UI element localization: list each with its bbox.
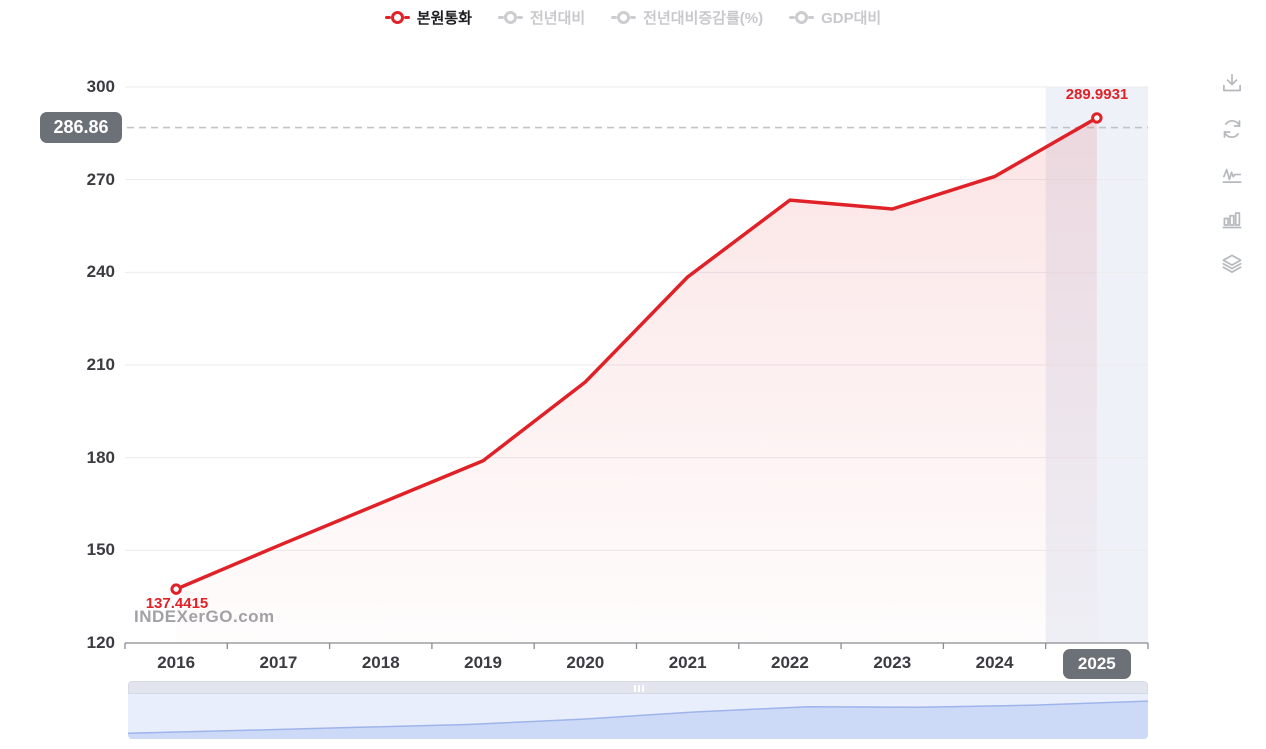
refresh-button[interactable]: [1216, 115, 1248, 143]
y-axis-label: 270: [86, 169, 115, 189]
line-chart-button[interactable]: [1216, 160, 1248, 188]
legend-label: GDP대비: [821, 9, 882, 27]
legend-item-monetary-base[interactable]: 본원통화: [384, 7, 472, 28]
x-axis-label-highlighted: 2025: [1062, 649, 1131, 679]
y-axis-label: 300: [86, 77, 115, 96]
scrollbar-grip-icon[interactable]: [634, 685, 644, 692]
legend-item-yoy-rate[interactable]: 전년대비증감률(%): [611, 7, 763, 28]
legend-label: 본원통화: [416, 9, 472, 27]
download-icon: [1223, 73, 1241, 92]
y-axis-label: 180: [86, 447, 115, 467]
x-axis-label: 2018: [361, 653, 400, 672]
refresh-icon: [1223, 120, 1241, 138]
x-axis-label: 2019: [464, 653, 502, 672]
x-axis-label: 2017: [259, 653, 298, 672]
series-marker-icon: [789, 10, 815, 24]
navigator-area[interactable]: [128, 694, 1148, 739]
last-point-label: 289.9931: [1065, 86, 1129, 103]
navigator-mini-chart: [128, 700, 1148, 739]
y-axis-label: 120: [86, 633, 115, 652]
x-axis-label: 2016: [157, 653, 196, 672]
x-axis-label: 2020: [566, 653, 605, 672]
first-point-label: 137.4415: [145, 595, 209, 612]
download-button[interactable]: [1216, 70, 1248, 98]
x-axis-label: 2022: [771, 653, 809, 672]
x-axis-label: 2024: [975, 653, 1014, 672]
legend-item-yoy[interactable]: 전년대비: [497, 7, 586, 28]
x-axis-label: 2021: [668, 653, 707, 672]
y-axis-label: 240: [86, 262, 115, 282]
legend: 본원통화 전년대비 전년대비증감률(%) GDP대비: [0, 4, 1266, 30]
reference-value-badge: 286.86: [40, 112, 122, 143]
legend-label: 전년대비증감률(%): [643, 9, 764, 27]
y-axis-label: 210: [86, 355, 115, 374]
legend-label: 전년대비: [529, 9, 586, 27]
layers-button[interactable]: [1216, 250, 1248, 278]
y-axis-label: 150: [86, 540, 115, 560]
chart-toolbar: [1216, 70, 1248, 278]
legend-item-gdp-ratio[interactable]: GDP대비: [789, 7, 881, 28]
series-marker-icon: [611, 10, 637, 24]
line-chart-icon: [1222, 168, 1242, 183]
chart-navigator[interactable]: [128, 681, 1148, 739]
x-axis-label: 2023: [873, 653, 912, 672]
navigator-scrollbar[interactable]: [128, 681, 1148, 694]
bar-chart-icon: [1222, 212, 1242, 229]
layers-icon: [1222, 254, 1242, 273]
bar-chart-button[interactable]: [1216, 205, 1248, 233]
series-marker-icon: [497, 10, 523, 24]
watermark: INDEXerGO.com: [134, 607, 275, 626]
series-marker-icon: [384, 10, 410, 24]
